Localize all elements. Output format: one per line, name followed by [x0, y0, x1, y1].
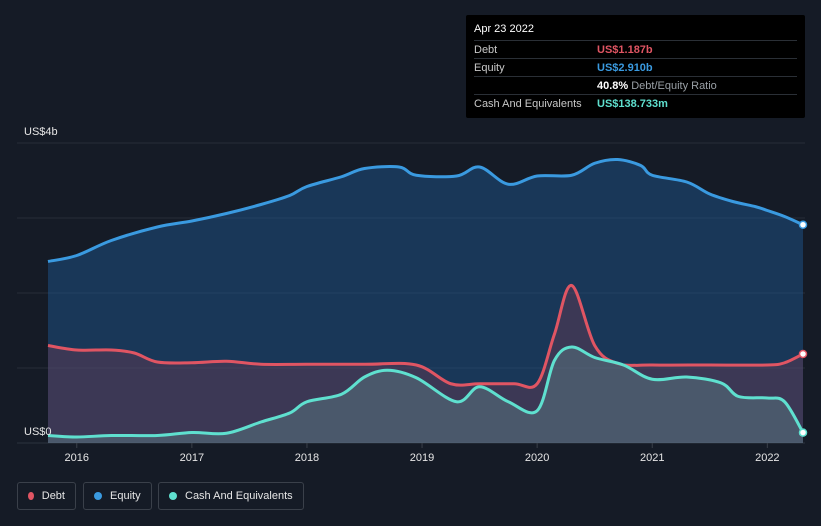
equity-end-marker: [798, 220, 808, 229]
y-tick-label-bottom: US$0: [24, 426, 52, 438]
debt-line: [47, 284, 804, 389]
legend-label: Cash And Equivalents: [185, 490, 293, 502]
series-areas: [48, 159, 803, 443]
x-tick-label: 2018: [295, 452, 319, 464]
debt-area: [48, 285, 803, 443]
y-axis: US$4b US$0: [24, 126, 58, 438]
series-lines: [47, 157, 805, 439]
x-tick-label: 2019: [410, 452, 434, 464]
x-tick-label: 2021: [640, 452, 664, 464]
x-tick-label: 2017: [180, 452, 204, 464]
tooltip-value: US$138.733m: [597, 97, 668, 110]
equity-line: [47, 157, 804, 263]
tooltip-row-cash: Cash And Equivalents US$138.733m: [474, 94, 797, 112]
debt-end-marker: [798, 349, 808, 359]
tooltip-value: US$1.187b: [597, 43, 653, 56]
grid-lines: [17, 142, 805, 444]
legend-item-equity[interactable]: Equity: [83, 482, 152, 510]
tooltip-label: Cash And Equivalents: [474, 97, 582, 110]
cash-and-equivalents-line: [47, 345, 805, 439]
legend-dot: [169, 492, 177, 500]
y-tick-label-top: US$4b: [24, 126, 58, 138]
x-tick-label: 2020: [525, 452, 549, 464]
data-tooltip: Apr 23 2022 Debt US$1.187b Equity US$2.9…: [466, 15, 805, 118]
x-tick-label: 2016: [65, 452, 89, 464]
tooltip-row-equity: Equity US$2.910b: [474, 58, 797, 76]
tooltip-value: US$2.910b: [597, 61, 653, 74]
cash-and-equivalents-area: [48, 346, 803, 443]
legend-item-debt[interactable]: Debt: [17, 482, 76, 510]
equity-area: [48, 159, 803, 443]
tooltip-note: Debt/Equity Ratio: [631, 79, 717, 92]
tooltip-label: Equity: [474, 61, 505, 74]
cash-and-equivalents-end-marker: [798, 428, 808, 437]
legend-dot: [94, 492, 102, 500]
legend-dot: [28, 492, 34, 500]
tooltip-value: 40.8%: [597, 79, 629, 92]
legend-label: Equity: [110, 490, 141, 502]
legend-item-cash[interactable]: Cash And Equivalents: [158, 482, 304, 510]
x-tick-label: 2022: [755, 452, 779, 464]
tooltip-row-debt: Debt US$1.187b: [474, 40, 797, 58]
end-markers: [798, 220, 808, 437]
tooltip-row-ratio: 40.8% Debt/Equity Ratio: [474, 76, 797, 94]
legend-label: Debt: [41, 490, 65, 502]
tooltip-label: Debt: [474, 43, 498, 56]
tooltip-date: Apr 23 2022: [474, 23, 534, 35]
x-axis: 2016 2017 2018 2019 2020 2021 2022: [65, 443, 780, 464]
